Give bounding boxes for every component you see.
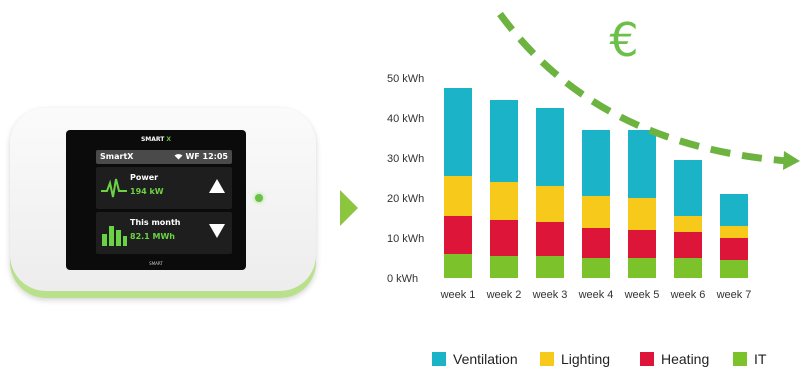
power-led-icon bbox=[255, 194, 263, 202]
bar-heating-week-4 bbox=[582, 228, 610, 258]
bar-ventilation-week-1 bbox=[444, 88, 472, 176]
bar-heating-week-5 bbox=[628, 230, 656, 258]
bar-lighting-week-5 bbox=[628, 198, 656, 230]
x-tick-label: week 5 bbox=[624, 289, 660, 301]
device-screen: SMART X SmartX WF 12:05 Power 194 kW Thi bbox=[66, 130, 246, 270]
energy-chart: 0 kWh 10 kWh 20 kWh 30 kWh 40 kWh 50 kWh week… bbox=[387, 11, 800, 301]
y-tick-label: 50 kWh bbox=[387, 73, 424, 85]
wifi-icon bbox=[174, 154, 183, 160]
euro-symbol: € bbox=[609, 13, 638, 67]
bar-ventilation-week-2 bbox=[490, 100, 518, 182]
power-tile[interactable]: Power 194 kW bbox=[96, 167, 232, 209]
bar-ventilation-week-6 bbox=[674, 160, 702, 216]
heartbeat-icon bbox=[101, 178, 127, 198]
legend-swatch-heating bbox=[640, 352, 654, 366]
screen-app-name: SmartX bbox=[100, 152, 134, 161]
bar-lighting-week-2 bbox=[490, 182, 518, 220]
smart-meter-device: SMART X SmartX WF 12:05 Power 194 kW Thi bbox=[10, 108, 316, 298]
x-tick-label: week 7 bbox=[716, 289, 752, 301]
x-tick-label: week 6 bbox=[670, 289, 706, 301]
bar-it-week-6 bbox=[674, 258, 702, 278]
bar-it-week-7 bbox=[720, 260, 748, 278]
bar-heating-week-3 bbox=[536, 222, 564, 256]
power-title: Power bbox=[130, 173, 159, 182]
y-tick-label: 40 kWh bbox=[387, 113, 424, 125]
y-tick-label: 20 kWh bbox=[387, 193, 424, 205]
legend-label-ventilation: Ventilation bbox=[453, 351, 518, 367]
month-value: 82.1 MWh bbox=[130, 232, 176, 241]
x-tick-label: week 3 bbox=[532, 289, 568, 301]
bar-lighting-week-1 bbox=[444, 176, 472, 216]
legend-label-heating: Heating bbox=[661, 351, 710, 367]
legend-swatch-lighting bbox=[540, 352, 554, 366]
legend-label-lighting: Lighting bbox=[561, 351, 611, 367]
bar-it-week-1 bbox=[444, 254, 472, 278]
y-axis: 0 kWh 10 kWh 20 kWh 30 kWh 40 kWh 50 kWh bbox=[387, 73, 424, 285]
y-tick-label: 10 kWh bbox=[387, 233, 424, 245]
arrow-down-icon[interactable] bbox=[208, 222, 226, 240]
bar-ventilation-week-7 bbox=[720, 194, 748, 226]
screen-footer-logo: SMART bbox=[149, 261, 163, 266]
status-text: WF 12:05 bbox=[185, 152, 228, 161]
legend-swatch-ventilation bbox=[432, 352, 446, 366]
bar-ventilation-week-4 bbox=[582, 130, 610, 196]
bar-lighting-week-3 bbox=[536, 186, 564, 222]
month-tile[interactable]: This month 82.1 MWh bbox=[96, 212, 232, 254]
arrow-up-icon[interactable] bbox=[208, 177, 226, 195]
bar-ventilation-week-3 bbox=[536, 108, 564, 186]
bar-lighting-week-4 bbox=[582, 196, 610, 228]
bar-lighting-week-7 bbox=[720, 226, 748, 238]
bar-heating-week-2 bbox=[490, 220, 518, 256]
y-tick-label: 0 kWh bbox=[387, 273, 418, 285]
power-value: 194 kW bbox=[130, 187, 164, 196]
bar-lighting-week-6 bbox=[674, 216, 702, 232]
bar-it-week-4 bbox=[582, 258, 610, 278]
x-axis: week 1 week 2 week 3 week 4 week 5 week 6 week… bbox=[440, 289, 752, 301]
chart-bars bbox=[444, 88, 748, 278]
trend-arrowhead bbox=[783, 151, 800, 170]
legend-label-it: IT bbox=[754, 351, 767, 367]
bar-it-week-2 bbox=[490, 256, 518, 278]
x-tick-label: week 2 bbox=[486, 289, 522, 301]
bar-heating-week-7 bbox=[720, 238, 748, 260]
bar-chart-icon bbox=[102, 226, 127, 246]
screen-status: WF 12:05 bbox=[174, 152, 228, 161]
bar-it-week-5 bbox=[628, 258, 656, 278]
y-tick-label: 30 kWh bbox=[387, 153, 424, 165]
chevron-right-icon bbox=[340, 190, 358, 226]
savings-trend-arrow bbox=[497, 11, 789, 165]
device-brand: SMART X bbox=[140, 136, 172, 143]
bar-it-week-3 bbox=[536, 256, 564, 278]
screen-header-bar: SmartX WF 12:05 bbox=[96, 150, 232, 164]
legend-swatch-it bbox=[733, 352, 747, 366]
x-tick-label: week 1 bbox=[440, 289, 476, 301]
x-tick-label: week 4 bbox=[578, 289, 614, 301]
bar-ventilation-week-5 bbox=[628, 130, 656, 198]
bar-heating-week-6 bbox=[674, 232, 702, 258]
month-title: This month bbox=[130, 218, 181, 227]
bar-heating-week-1 bbox=[444, 216, 472, 254]
